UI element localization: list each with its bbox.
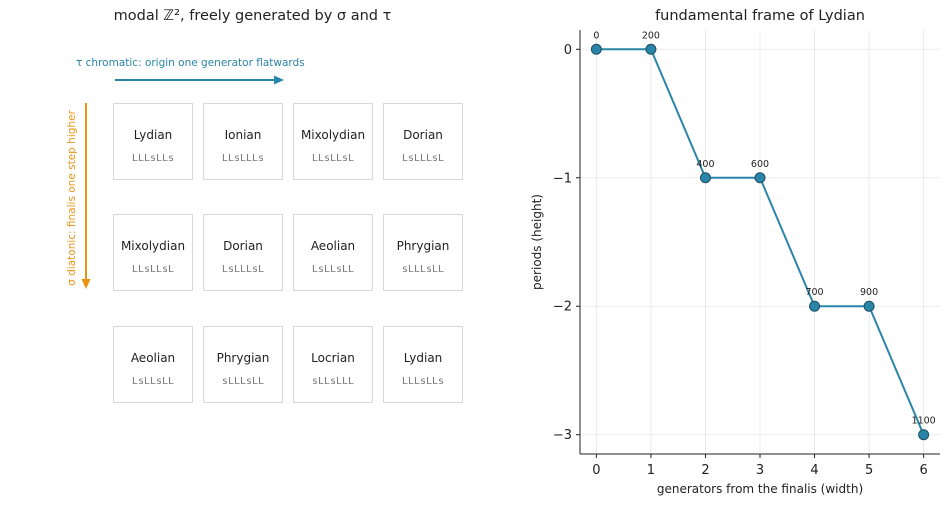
mode-card: Mixolydian LLsLLsL (293, 103, 373, 180)
data-point-label: 200 (642, 30, 660, 41)
mode-step-pattern: sLLLsLL (401, 264, 445, 275)
mode-card: Locrian sLLsLLL (293, 326, 373, 403)
mode-step-pattern: LsLLLsL (401, 153, 445, 164)
data-point-label: 700 (805, 287, 823, 298)
mode-card: Phrygian sLLLsLL (383, 214, 463, 291)
data-point-label: 600 (751, 159, 769, 170)
data-point (590, 43, 602, 55)
data-point-label: 900 (860, 287, 878, 298)
mode-name: Aeolian (130, 351, 176, 365)
mode-name: Mixolydian (300, 128, 366, 142)
mode-step-pattern: sLLLsLL (221, 376, 265, 387)
mode-name: Lydian (403, 351, 443, 365)
data-point-label: 1100 (912, 416, 936, 427)
mode-name: Lydian (133, 128, 173, 142)
mode-name: Phrygian (216, 351, 270, 365)
mode-card: Dorian LsLLLsL (203, 214, 283, 291)
data-point-label: 0 (593, 30, 599, 41)
mode-card: Lydian LLLsLLs (383, 326, 463, 403)
data-point (809, 300, 821, 312)
tau-label: τ chromatic: origin one generator flatwa… (76, 57, 305, 69)
mode-card: Aeolian LsLLsLL (293, 214, 373, 291)
x-tick-label: 1 (647, 463, 655, 478)
x-tick-label: 2 (701, 463, 709, 478)
data-point (863, 300, 875, 312)
x-tick-label: 0 (592, 463, 600, 478)
data-point (645, 43, 657, 55)
chart-title: fundamental frame of Lydian (655, 8, 865, 24)
mode-step-pattern: LsLLsLL (311, 264, 355, 275)
mode-step-pattern: LsLLsLL (131, 376, 175, 387)
left-panel-title: modal ℤ², freely generated by σ and τ (113, 8, 392, 24)
mode-step-pattern: LLsLLsL (311, 153, 355, 164)
mode-card: Aeolian LsLLsLL (113, 326, 193, 403)
data-point (754, 172, 766, 184)
mode-step-pattern: sLLsLLL (311, 376, 355, 387)
x-tick-label: 3 (756, 463, 764, 478)
mode-card: Dorian LsLLLsL (383, 103, 463, 180)
x-axis-label: generators from the finalis (width) (657, 482, 863, 496)
mode-step-pattern: LLsLLsL (131, 264, 175, 275)
x-tick-label: 4 (810, 463, 818, 478)
mode-step-pattern: LLLsLLs (401, 376, 445, 387)
mode-name: Dorian (223, 239, 263, 253)
mode-name: Phrygian (396, 239, 450, 253)
mode-card: Ionian LLsLLLs (203, 103, 283, 180)
mode-card: Lydian LLLsLLs (113, 103, 193, 180)
mode-card: Phrygian sLLLsLL (203, 326, 283, 403)
data-point (699, 172, 711, 184)
y-tick-label: −1 (553, 171, 572, 186)
data-point (918, 429, 930, 441)
mode-step-pattern: LLLsLLs (131, 153, 175, 164)
data-point-label: 400 (696, 159, 714, 170)
mode-name: Aeolian (310, 239, 356, 253)
tau-arrow (115, 75, 284, 85)
mode-name: Mixolydian (120, 239, 186, 253)
mode-name: Locrian (311, 351, 355, 365)
y-tick-label: −2 (553, 300, 572, 315)
mode-name: Dorian (403, 128, 443, 142)
y-tick-label: −3 (553, 428, 572, 443)
mode-step-pattern: LsLLLsL (221, 264, 265, 275)
x-tick-label: 6 (919, 463, 927, 478)
sigma-arrow (81, 103, 91, 289)
y-axis-label: periods (height) (530, 194, 544, 290)
y-tick-label: 0 (564, 43, 572, 58)
x-tick-label: 5 (865, 463, 873, 478)
mode-card: Mixolydian LLsLLsL (113, 214, 193, 291)
mode-step-pattern: LLsLLLs (221, 153, 265, 164)
mode-name: Ionian (224, 128, 262, 142)
